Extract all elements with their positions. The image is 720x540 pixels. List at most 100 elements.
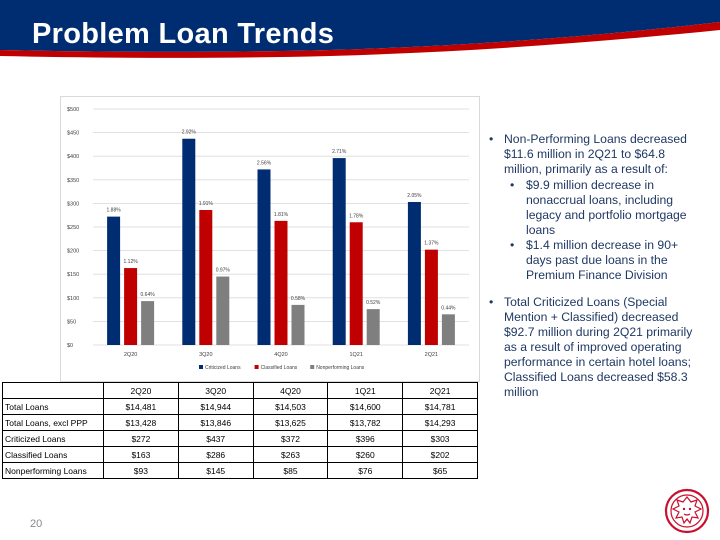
bar [366,309,380,345]
table-row: Criticized Loans $272 $437 $372 $396 $30… [2,430,478,447]
data-label: 2.05% [407,193,422,199]
table-header-cell: 1Q21 [327,382,404,399]
data-label: 1.91% [199,201,214,207]
table-row: Classified Loans $163 $286 $263 $260 $20… [2,446,478,463]
sub-bullet-text: $1.4 million decrease in 90+ days past d… [526,238,679,282]
y-tick-label: $0 [67,343,73,349]
bar [107,216,121,345]
bar [182,138,196,345]
bar [274,220,288,345]
x-tick-label: 4Q20 [274,352,287,358]
bar [424,249,438,345]
legend-label: Criticized Loans [205,365,241,371]
data-label: 0.44% [441,305,456,311]
table-cell: $396 [327,430,404,447]
row-label: Criticized Loans [2,430,104,447]
data-label: 2.71% [332,149,347,155]
sub-bullet-item: $1.4 million decrease in 90+ days past d… [504,238,704,283]
y-tick-label: $450 [67,131,79,137]
data-label: 2.56% [257,160,272,166]
table-header-cell: 4Q20 [252,382,329,399]
bullet-item: Total Criticized Loans (Special Mention … [484,295,704,400]
data-label: 0.58% [291,296,306,302]
y-tick-label: $300 [67,201,79,207]
legend-swatch [254,365,259,369]
bullet-text: Non-Performing Loans decreased $11.6 mil… [504,132,687,176]
title-banner-shape [0,0,720,58]
data-label: 1.78% [349,213,364,219]
bar [441,314,455,345]
lion-head-icon [664,488,710,539]
x-tick-label: 2Q20 [124,352,137,358]
bar [291,304,305,345]
data-label: 0.97% [216,268,231,274]
sub-bullet-item: $9.9 million decrease in nonaccrual loan… [504,178,704,238]
table-cell: $437 [177,430,254,447]
y-tick-label: $200 [67,249,79,255]
bar [349,222,363,345]
legend-label: Nonperforming Loans [316,365,365,371]
sub-bullet-text: $9.9 million decrease in nonaccrual loan… [526,178,687,237]
table-cell: $76 [327,462,404,479]
row-label: Nonperforming Loans [2,462,104,479]
bar [124,268,138,345]
table-cell: $93 [103,462,179,479]
y-tick-label: $350 [67,178,79,184]
table-cell: $263 [252,446,329,463]
bar-chart: $0 $50 $100 $150 $200 $250 $300 $350 $400 $450 $50… [67,107,469,371]
table-cell: $85 [252,462,329,479]
commentary-bullets: Non-Performing Loans decreased $11.6 mil… [484,132,704,412]
table-row: Total Loans, excl PPP $13,428 $13,846 $1… [2,414,478,431]
table-cell: $14,481 [103,398,179,415]
legend-swatch [310,365,315,369]
data-label: 0.64% [141,292,156,298]
table-cell: $372 [252,430,329,447]
x-tick-label: 2Q21 [425,352,438,358]
page-title: Problem Loan Trends [32,18,335,50]
table-cell: $303 [402,430,478,447]
row-label: Classified Loans [2,446,104,463]
table-cell: $272 [103,430,179,447]
data-label: 1.88% [107,208,122,214]
chart-panel: $0 $50 $100 $150 $200 $250 $300 $350 $400 $450 $50… [60,96,480,382]
table-cell: $202 [402,446,478,463]
table-cell: $145 [177,462,254,479]
y-tick-label: $150 [67,272,79,278]
table-header-cell: 2Q20 [103,382,179,399]
y-tick-label: $50 [67,319,76,325]
table-header-row: 2Q20 3Q20 4Q20 1Q21 2Q21 [2,382,478,399]
table-header-cell: 2Q21 [402,382,478,399]
data-label: 1.12% [124,259,139,265]
bullet-text: Total Criticized Loans (Special Mention … [504,295,693,399]
table-cell: $13,625 [252,414,329,431]
row-label: Total Loans [2,398,104,415]
data-label: 2.92% [182,130,197,136]
bar [407,201,421,345]
x-tick-label: 3Q20 [199,352,212,358]
title-banner: Problem Loan Trends [0,0,720,62]
table-cell: $163 [103,446,179,463]
table-header-cell [2,382,104,399]
data-label: 0.52% [366,300,381,306]
table-cell: $65 [402,462,478,479]
table-cell: $14,293 [402,414,478,431]
table-cell: $13,428 [103,414,179,431]
loan-data-table: 2Q20 3Q20 4Q20 1Q21 2Q21 Total Loans $14… [2,382,478,479]
table-cell: $14,944 [177,398,254,415]
table-cell: $13,782 [327,414,404,431]
bar [257,169,271,345]
data-label: 1.37% [424,241,439,247]
legend-swatch [199,365,203,369]
row-label: Total Loans, excl PPP [2,414,104,431]
table-cell: $14,503 [252,398,329,415]
table-row: Total Loans $14,481 $14,944 $14,503 $14,… [2,398,478,415]
bar [216,276,230,345]
x-tick-label: 1Q21 [349,352,362,358]
bullet-item: Non-Performing Loans decreased $11.6 mil… [484,132,704,283]
table-row: Nonperforming Loans $93 $145 $85 $76 $65 [2,462,478,479]
legend-label: Classified Loans [261,365,298,371]
table-cell: $13,846 [177,414,254,431]
y-tick-label: $400 [67,154,79,160]
y-tick-label: $250 [67,225,79,231]
y-tick-label: $100 [67,296,79,302]
